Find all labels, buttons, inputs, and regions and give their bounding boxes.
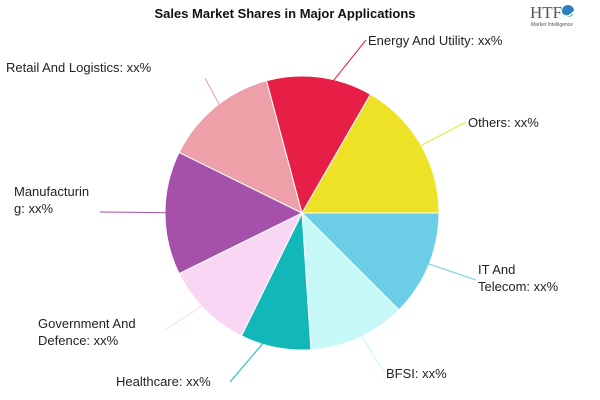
slice-label: Retail And Logistics: xx% — [6, 60, 152, 75]
pie-slice-government-and-defence — [178, 211, 304, 337]
leader-line — [164, 292, 223, 331]
slice-label: Energy And Utility: xx% — [368, 33, 503, 48]
pie-slice-energy-and-utility — [265, 75, 372, 215]
pie-slice-retail-and-logistics — [178, 80, 303, 214]
brand-logo: HTF Market Intelligence — [530, 3, 577, 28]
slice-label: IT And Telecom: xx% — [478, 262, 559, 294]
slice-label: Healthcare: xx% — [116, 374, 211, 389]
chart-title: Sales Market Shares in Major Application… — [154, 6, 415, 21]
slice-label: Manufacturin g: xx% — [14, 184, 89, 216]
pie-slice-bfsi — [301, 211, 400, 351]
slice-label: Government And Defence: xx% — [38, 316, 136, 348]
pie-slice-others — [301, 93, 440, 214]
slice-label: Others: xx% — [468, 115, 539, 130]
logo-swoosh-icon — [561, 8, 577, 17]
pie-slices — [164, 75, 440, 351]
leader-line — [229, 322, 281, 383]
leader-line — [399, 121, 467, 158]
leader-line — [347, 315, 385, 373]
pie-slice-it-and-telecom — [300, 212, 440, 311]
logo-text: HTF — [530, 3, 562, 22]
pie-labels: IT And Telecom: xx% BFSI: xx% Healthcare: x… — [6, 33, 559, 389]
leader-line — [99, 211, 190, 214]
leader-line — [204, 77, 232, 127]
leader-line — [405, 255, 477, 281]
slice-label: BFSI: xx% — [386, 366, 447, 381]
logo-subtext: Market Intelligence — [531, 22, 573, 28]
leader-line — [316, 39, 367, 102]
